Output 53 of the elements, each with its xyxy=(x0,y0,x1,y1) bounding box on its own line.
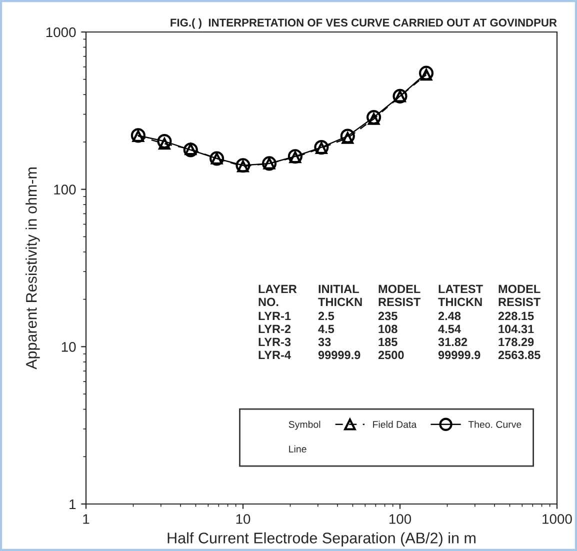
point xyxy=(368,113,380,125)
y-tick-label: 1 xyxy=(70,499,76,510)
annotation: 178.29 xyxy=(498,338,534,346)
annotation: RESIST xyxy=(498,298,541,306)
annotation: MODEL xyxy=(498,284,540,294)
annotation: 4.54 xyxy=(438,324,461,334)
annotation: 2563.85 xyxy=(498,350,540,360)
annotation: NO. xyxy=(258,298,278,306)
x-tick-label: 100 xyxy=(389,514,412,524)
legend-label: Theo. Curve xyxy=(468,420,522,428)
annotation: LATEST xyxy=(438,284,483,294)
annotation: 99999.9 xyxy=(318,350,360,360)
annotation: LYR-1 xyxy=(258,312,291,320)
y-axis-title: Apparent Resistivity in ohm-m xyxy=(26,168,40,370)
point xyxy=(366,110,382,125)
chart-title: FIG.( ) INTERPRETATION OF VES CURVE CARRIED OUT AT GOVINDPUR xyxy=(170,18,557,29)
annotation: 235 xyxy=(378,312,398,320)
annotation: 99999.9 xyxy=(438,350,480,360)
x-tick-label: 1 xyxy=(83,514,90,524)
annotation: LAYER xyxy=(258,284,297,294)
annotation: 228.15 xyxy=(498,312,534,320)
annotation: 31.82 xyxy=(438,338,468,346)
x-axis-title: Half Current Electrode Separation (AB/2) in m xyxy=(168,532,476,546)
x-tick-label: 10 xyxy=(236,514,250,524)
y-tick-label: 100 xyxy=(54,184,76,195)
annotation: Line xyxy=(289,445,306,453)
x-tick-label: 1000 xyxy=(542,514,572,524)
annotation: 33 xyxy=(318,338,331,346)
annotation: LYR-2 xyxy=(258,324,291,334)
annotation: 108 xyxy=(378,324,398,334)
annotation: Symbol xyxy=(288,420,320,430)
annotation: 185 xyxy=(378,338,398,346)
point xyxy=(418,66,434,80)
point xyxy=(157,134,172,149)
annotation: 2.48 xyxy=(438,312,461,320)
annotation: THICKN xyxy=(438,298,482,306)
point xyxy=(420,68,432,81)
point xyxy=(158,138,170,150)
annotation: RESIST xyxy=(378,298,421,306)
annotation: LYR-3 xyxy=(258,338,291,346)
annotation: MODEL xyxy=(378,284,420,294)
annotation: THICKN xyxy=(318,298,362,306)
annotation: 2500 xyxy=(378,350,404,360)
y-tick-label: 1000 xyxy=(46,27,76,38)
annotation: INITIAL xyxy=(318,284,359,294)
annotation: 104.31 xyxy=(498,324,534,334)
annotation: 2.5 xyxy=(318,312,334,320)
point xyxy=(340,128,355,144)
point xyxy=(342,132,354,144)
legend-label: Field Data xyxy=(373,420,417,428)
annotation: LYR-4 xyxy=(258,350,291,360)
annotation: 4.5 xyxy=(318,324,334,334)
y-tick-label: 10 xyxy=(62,342,76,352)
